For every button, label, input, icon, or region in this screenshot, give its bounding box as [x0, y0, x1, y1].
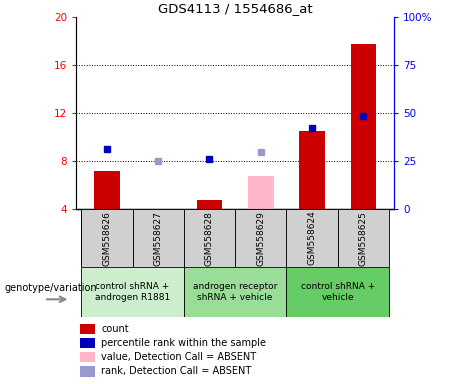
Bar [286, 209, 338, 267]
Bar [80, 352, 95, 362]
Bar [248, 176, 273, 209]
Bar [184, 267, 286, 317]
Bar [286, 267, 389, 317]
Bar [132, 209, 184, 267]
Bar [94, 171, 120, 209]
Text: value, Detection Call = ABSENT: value, Detection Call = ABSENT [101, 352, 256, 362]
Text: GSM558625: GSM558625 [359, 211, 368, 265]
Bar [145, 209, 171, 213]
Text: androgen receptor
shRNA + vehicle: androgen receptor shRNA + vehicle [193, 282, 278, 301]
Text: count: count [101, 324, 129, 334]
Bar [184, 209, 235, 267]
Bar [80, 338, 95, 348]
Bar [197, 200, 222, 209]
Title: GDS4113 / 1554686_at: GDS4113 / 1554686_at [158, 2, 313, 15]
Text: GSM558624: GSM558624 [307, 211, 317, 265]
Bar [80, 323, 95, 334]
Bar [338, 209, 389, 267]
Bar [81, 209, 132, 267]
Text: genotype/variation: genotype/variation [5, 283, 97, 293]
Bar [81, 267, 184, 317]
Text: GSM558626: GSM558626 [102, 211, 112, 265]
Bar [350, 44, 376, 209]
Text: control shRNA +
androgen R1881: control shRNA + androgen R1881 [95, 282, 170, 301]
Text: rank, Detection Call = ABSENT: rank, Detection Call = ABSENT [101, 366, 251, 376]
Text: GSM558628: GSM558628 [205, 211, 214, 265]
Text: percentile rank within the sample: percentile rank within the sample [101, 338, 266, 348]
Text: control shRNA +
vehicle: control shRNA + vehicle [301, 282, 375, 301]
Bar [80, 366, 95, 377]
Bar [235, 209, 286, 267]
Text: GSM558629: GSM558629 [256, 211, 265, 265]
Bar [299, 131, 325, 209]
Text: GSM558627: GSM558627 [154, 211, 163, 265]
